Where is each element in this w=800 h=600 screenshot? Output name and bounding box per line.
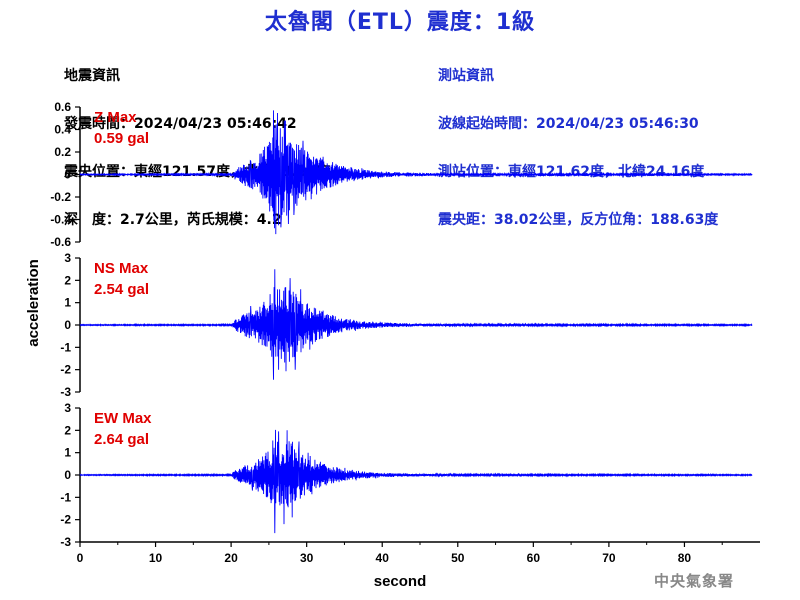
z-ytick-label: 0.6 bbox=[54, 100, 71, 114]
z-waveform bbox=[79, 110, 753, 235]
xtick-label: 70 bbox=[602, 551, 616, 565]
z-ytick-label: -0.2 bbox=[50, 190, 71, 204]
ew-max-value: 2.64 gal bbox=[94, 431, 149, 448]
event-info-heading: 地震資訊 bbox=[64, 68, 120, 84]
xtick-label: 50 bbox=[451, 551, 465, 565]
ns-max-value: 2.54 gal bbox=[94, 281, 149, 298]
station-info: 測站資訊 波線起始時間：2024/04/23 05:46:30 測站位置：東經1… bbox=[438, 36, 718, 244]
ew-ytick-label: 3 bbox=[64, 401, 71, 415]
ew-waveform bbox=[79, 429, 753, 534]
z-max-label: Z Max bbox=[94, 109, 137, 126]
xtick-label: 30 bbox=[300, 551, 314, 565]
ew-ytick-label: -1 bbox=[60, 490, 71, 504]
ns-ytick-label: 0 bbox=[64, 318, 71, 332]
ns-ytick-label: 3 bbox=[64, 251, 71, 265]
z-ytick-label: 0.4 bbox=[54, 123, 71, 137]
ns-ytick-label: 1 bbox=[64, 296, 71, 310]
ns-ytick-label: -2 bbox=[60, 363, 71, 377]
xtick-label: 0 bbox=[77, 551, 84, 565]
z-ytick-label: -0.6 bbox=[50, 235, 71, 249]
xtick-label: 60 bbox=[527, 551, 541, 565]
ns-ytick-label: 2 bbox=[64, 273, 71, 287]
z-ytick-label: -0.4 bbox=[50, 213, 71, 227]
z-max-value: 0.59 gal bbox=[94, 130, 149, 147]
ns-waveform bbox=[79, 269, 753, 380]
xtick-label: 20 bbox=[224, 551, 238, 565]
ns-max-label: NS Max bbox=[94, 260, 149, 277]
ew-ytick-label: -3 bbox=[60, 535, 71, 549]
ns-ytick-label: -3 bbox=[60, 385, 71, 399]
y-axis-label: acceleration bbox=[25, 259, 42, 347]
agency-watermark: 中央氣象署 bbox=[654, 572, 735, 590]
station-location: 測站位置：東經121.62度，北緯24.16度 bbox=[438, 164, 705, 180]
waveform-start-time: 波線起始時間：2024/04/23 05:46:30 bbox=[438, 116, 699, 132]
ew-ytick-label: 0 bbox=[64, 468, 71, 482]
xtick-label: 40 bbox=[376, 551, 390, 565]
ew-ytick-label: -2 bbox=[60, 513, 71, 527]
ew-ytick-label: 1 bbox=[64, 446, 71, 460]
z-ytick-label: 0.2 bbox=[54, 145, 71, 159]
depth-magnitude: 深 度：2.7公里，芮氏規模：4.2 bbox=[64, 212, 282, 228]
xtick-label: 10 bbox=[149, 551, 163, 565]
z-ytick-label: 0 bbox=[64, 168, 71, 182]
ew-max-label: EW Max bbox=[94, 410, 152, 427]
x-axis-label: second bbox=[374, 573, 427, 590]
chart-title: 太魯閣（ETL）震度：1級 bbox=[264, 10, 536, 35]
xtick-label: 80 bbox=[678, 551, 692, 565]
ew-ytick-label: 2 bbox=[64, 423, 71, 437]
distance-azimuth: 震央距：38.02公里，反方位角：188.63度 bbox=[438, 212, 719, 228]
ns-ytick-label: -1 bbox=[60, 340, 71, 354]
origin-time: 發震時間：2024/04/23 05:46:42 bbox=[64, 116, 297, 132]
station-info-heading: 測站資訊 bbox=[438, 68, 494, 84]
